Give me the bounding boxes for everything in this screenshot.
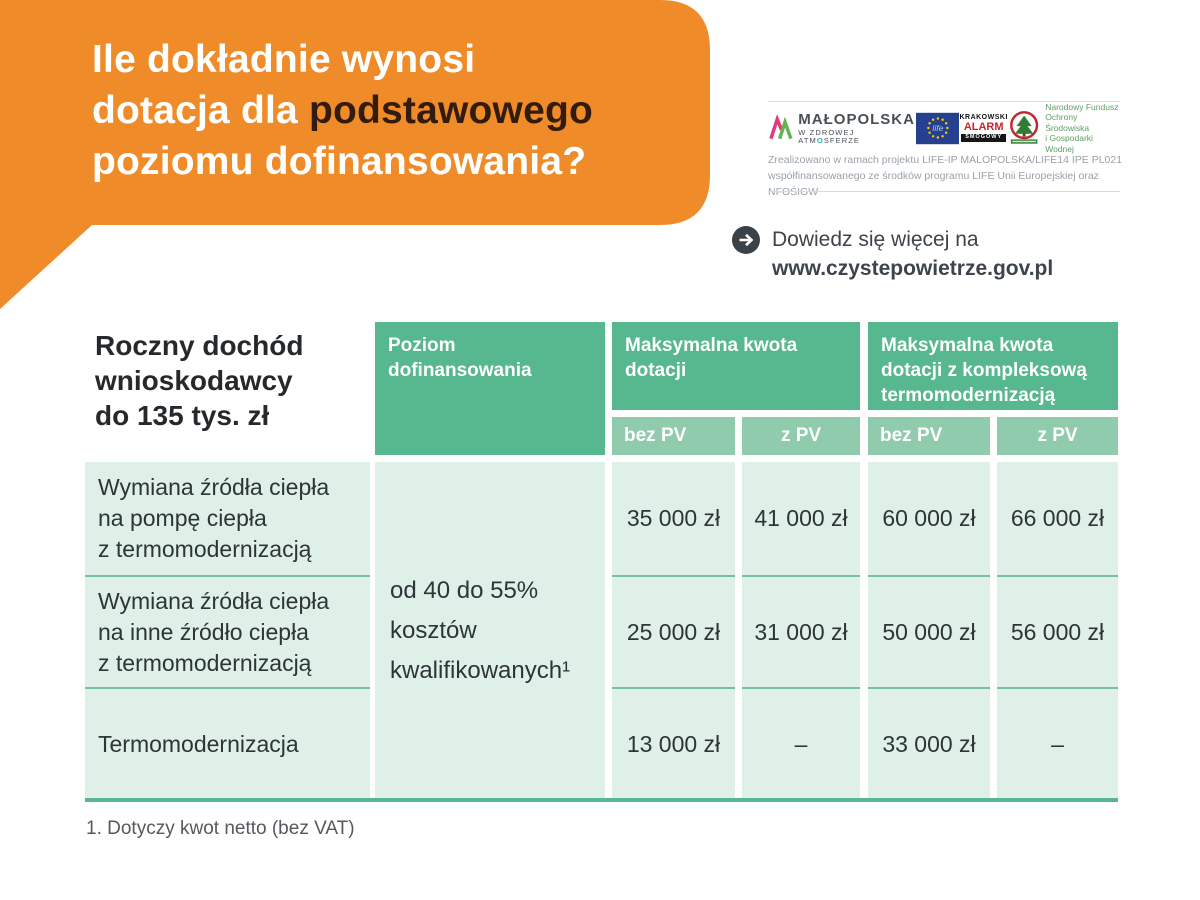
malopolska-m-icon xyxy=(769,114,793,140)
table-bottom-rule xyxy=(85,798,1118,802)
value-column-z-pv-2: 66 000 zł 56 000 zł – xyxy=(997,462,1118,801)
table-cell: 50 000 zł xyxy=(868,574,990,688)
subsidy-table: Roczny dochód wnioskodawcy do 135 tys. z… xyxy=(85,322,1118,804)
level-value-cell: od 40 do 55% kosztów kwalifikowanych¹ xyxy=(375,462,605,800)
subheader-bez-pv-1: bez PV xyxy=(612,417,735,455)
row-label-heat-pump: Wymiana źródła ciepła na pompę ciepła z … xyxy=(85,462,370,575)
table-cell: 25 000 zł xyxy=(612,574,735,688)
credit-line-2: współfinansowanego ze środków programu L… xyxy=(768,170,1099,198)
title-line-3: poziomu dofinansowania? xyxy=(92,140,587,183)
title-highlight: podstawowego xyxy=(308,89,594,132)
title-line-2: dotacja dla podstawowego xyxy=(92,89,594,132)
credit-line-1: Zrealizowano w ramach projektu LIFE-IP M… xyxy=(768,154,1123,166)
malopolska-logo: MAŁOPOLSKA W ZDROWEJ ATMOSFERZE xyxy=(768,112,916,144)
column-group-max-grant-thermo: Maksymalna kwota dotacji z kompleksową t… xyxy=(868,322,1118,410)
income-header: Roczny dochód wnioskodawcy do 135 tys. z… xyxy=(95,330,304,431)
project-credit: Zrealizowano w ramach projektu LIFE-IP M… xyxy=(768,152,1128,200)
footnote: 1. Dotyczy kwot netto (bez VAT) xyxy=(86,818,355,839)
table-cell: 35 000 zł xyxy=(612,462,735,575)
row-label-other-source: Wymiana źródła ciepła na inne źródło cie… xyxy=(85,574,370,688)
table-cell: 60 000 zł xyxy=(868,462,990,575)
value-column-z-pv-1: 41 000 zł 31 000 zł – xyxy=(742,462,860,801)
divider-top xyxy=(768,101,1120,102)
more-info-prefix: Dowiedz się więcej na xyxy=(772,228,979,251)
subheader-z-pv-2: z PV xyxy=(997,417,1118,455)
nfosigw-tree-icon xyxy=(1009,111,1039,144)
row-label-thermo: Termomodernizacja xyxy=(85,687,370,801)
subheader-bez-pv-2: bez PV xyxy=(868,417,990,455)
nfosigw-logo: Narodowy Fundusz Ochrony Środowiska i Go… xyxy=(1008,102,1120,155)
website-link[interactable]: www.czystepowietrze.gov.pl xyxy=(772,257,1054,280)
table-cell: 66 000 zł xyxy=(997,462,1118,575)
kas-line-1: KRAKOWSKI xyxy=(959,114,1008,122)
page-title: Ile dokładnie wynosi dotacja dla podstaw… xyxy=(92,34,682,187)
svg-text:life: life xyxy=(932,122,943,132)
table-cell: 56 000 zł xyxy=(997,574,1118,688)
title-line-1: Ile dokładnie wynosi xyxy=(92,38,476,81)
table-cell: 13 000 zł xyxy=(612,687,735,801)
more-info: Dowiedz się więcej na www.czystepowietrz… xyxy=(772,225,1053,283)
nfosigw-label: Narodowy Fundusz Ochrony Środowiska i Go… xyxy=(1045,101,1119,154)
eu-life-flag-icon: life xyxy=(915,112,960,144)
malopolska-label: MAŁOPOLSKA xyxy=(798,111,915,128)
column-header-level: Poziom dofinansowania xyxy=(375,322,605,455)
kas-line-2: ALARM xyxy=(963,121,1004,134)
table-cell: 31 000 zł xyxy=(742,574,860,688)
partner-logos: MAŁOPOLSKA W ZDROWEJ ATMOSFERZE life KRA… xyxy=(768,102,1120,154)
table-cell: – xyxy=(742,687,860,801)
malopolska-sublabel: W ZDROWEJ ATMOSFERZE xyxy=(798,128,860,145)
kas-line-3: SMOGOWY xyxy=(961,134,1007,142)
value-column-bez-pv-1: 35 000 zł 25 000 zł 13 000 zł xyxy=(612,462,735,801)
column-group-max-grant: Maksymalna kwota dotacji xyxy=(612,322,860,410)
speech-bubble-shape xyxy=(0,0,710,309)
arrow-right-icon xyxy=(732,226,760,254)
row-label-column: Wymiana źródła ciepła na pompę ciepła z … xyxy=(85,462,370,801)
divider-bottom xyxy=(768,191,1120,192)
table-cell: 41 000 zł xyxy=(742,462,860,575)
table-cell: 33 000 zł xyxy=(868,687,990,801)
table-cell: – xyxy=(997,687,1118,801)
value-column-bez-pv-2: 60 000 zł 50 000 zł 33 000 zł xyxy=(868,462,990,801)
krakowski-alarm-smogowy-logo: KRAKOWSKI ALARM SMOGOWY xyxy=(959,114,1007,142)
subheader-z-pv-1: z PV xyxy=(742,417,860,455)
